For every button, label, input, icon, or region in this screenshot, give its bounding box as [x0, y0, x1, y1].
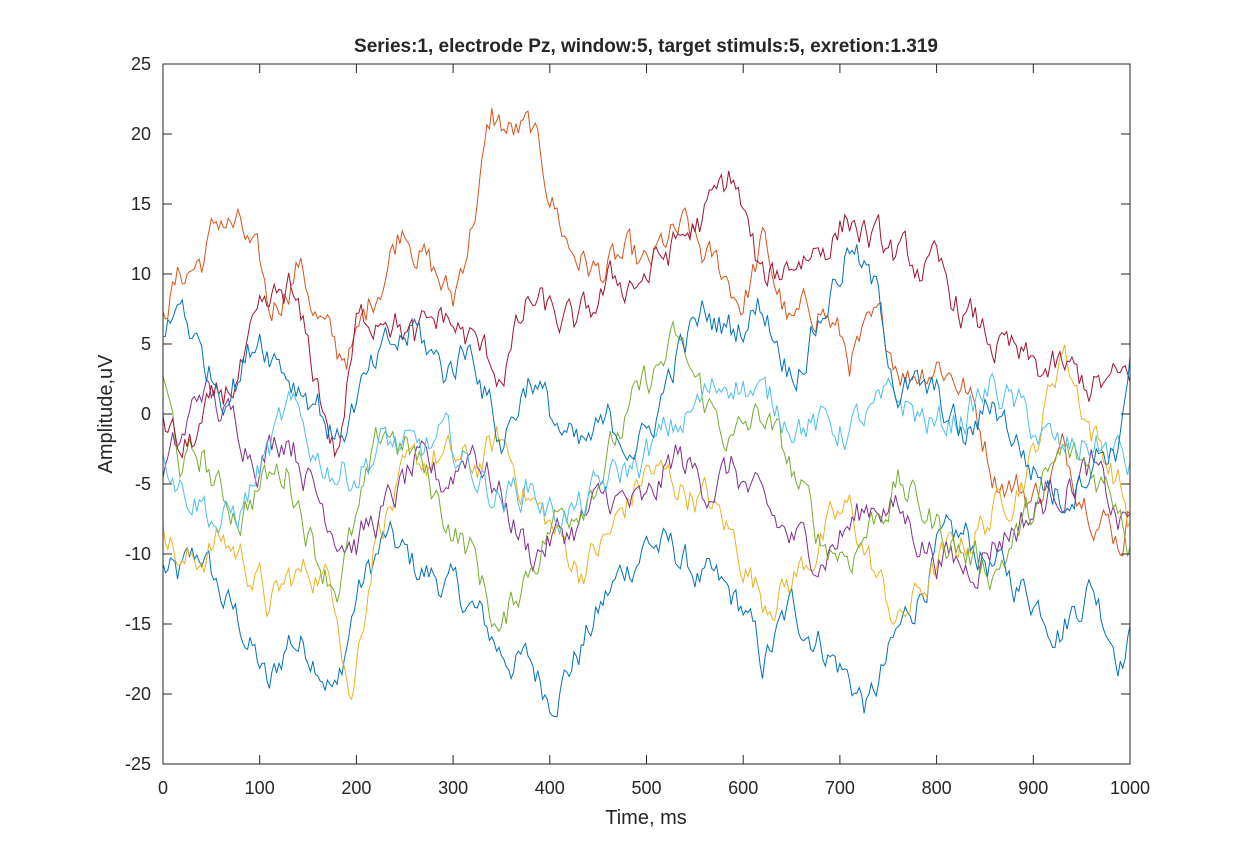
x-tick-label: 500: [631, 778, 661, 798]
x-tick-label: 900: [1018, 778, 1048, 798]
series-line-1: [162, 513, 1131, 718]
y-tick-label: 5: [141, 334, 151, 354]
y-axis-ticks: -25 -20 -15 -10 -5 0 5 10 15 20 25: [125, 54, 1130, 774]
series-line-6: [162, 372, 1131, 536]
y-tick-label: 10: [131, 264, 151, 284]
y-tick-label: -5: [135, 474, 151, 494]
x-tick-label: 300: [438, 778, 468, 798]
y-tick-label: -20: [125, 684, 151, 704]
x-tick-label: 200: [341, 778, 371, 798]
x-tick-label: 600: [728, 778, 758, 798]
x-axis-ticks: 0 100 200 300 400 500 600 700 800 900 1000: [158, 64, 1150, 798]
y-tick-label: -15: [125, 614, 151, 634]
x-tick-label: 0: [158, 778, 168, 798]
y-tick-label: 15: [131, 194, 151, 214]
series-line-7: [162, 170, 1131, 460]
series-line-8: [163, 244, 1131, 514]
y-tick-label: -25: [125, 754, 151, 774]
series-layer: [162, 108, 1131, 718]
y-tick-label: -10: [125, 544, 151, 564]
x-axis-label: Time, ms: [605, 807, 686, 829]
plot-area: [163, 64, 1130, 764]
x-tick-label: 100: [245, 778, 275, 798]
x-tick-label: 1000: [1110, 778, 1150, 798]
x-tick-label: 800: [922, 778, 952, 798]
series-line-4: [162, 379, 1131, 589]
x-tick-label: 400: [535, 778, 565, 798]
series-line-5: [162, 319, 1131, 633]
y-tick-label: 0: [141, 404, 151, 424]
chart-title: Series:1, electrode Pz, window:5, target…: [354, 36, 938, 57]
y-tick-label: 25: [131, 54, 151, 74]
series-line-3: [162, 344, 1131, 701]
series-line-2: [162, 108, 1131, 557]
x-tick-label: 700: [825, 778, 855, 798]
y-tick-label: 20: [131, 124, 151, 144]
y-axis-label: Amplitude,uV: [95, 354, 117, 474]
